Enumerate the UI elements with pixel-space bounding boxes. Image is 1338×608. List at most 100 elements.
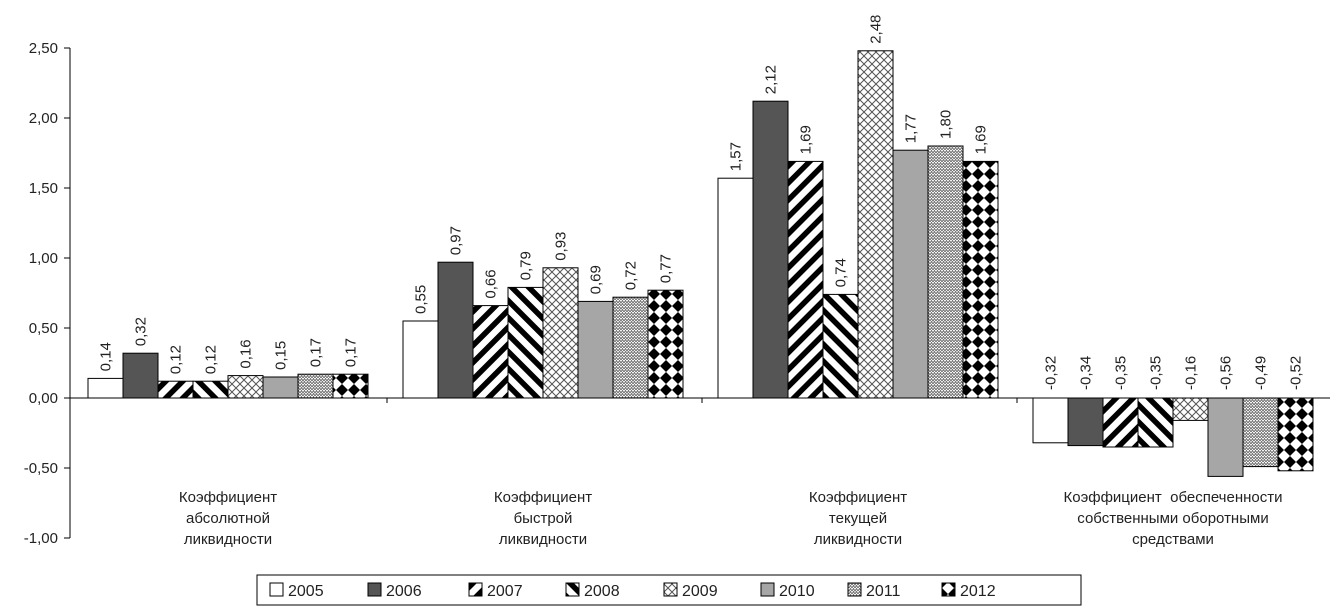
- data-label: 0,97: [448, 226, 465, 255]
- data-label: -0,35: [1113, 356, 1130, 390]
- bar-2005-cat2: [402, 320, 439, 399]
- y-tick-label: 0,00: [29, 390, 58, 407]
- data-label: 2,48: [868, 15, 885, 44]
- bar-2010-cat4: [1207, 397, 1244, 477]
- data-label: 1,57: [728, 142, 745, 171]
- legend-label-2006: 2006: [386, 583, 422, 600]
- data-label: 0,93: [553, 232, 570, 261]
- legend-swatch-2011: [847, 582, 862, 597]
- legend-swatch-2008: [565, 582, 580, 597]
- category-label: средствами: [1132, 531, 1214, 548]
- data-label: 0,16: [238, 339, 255, 368]
- bar-2009-cat1: [227, 375, 264, 399]
- data-label: 1,69: [973, 125, 990, 154]
- category-label: ликвидности: [184, 531, 272, 548]
- data-label: 1,77: [903, 114, 920, 143]
- data-label: 0,66: [483, 269, 500, 298]
- category-label: Коэффициент: [179, 489, 277, 506]
- legend-swatch-2005: [269, 582, 284, 597]
- bar-2005-cat4: [1032, 397, 1069, 444]
- bar-2007-cat2: [472, 305, 509, 399]
- category-label: собственными оборотными: [1077, 510, 1268, 527]
- data-label: 2,12: [763, 65, 780, 94]
- data-label: -0,56: [1218, 356, 1235, 390]
- data-label: 0,12: [203, 345, 220, 374]
- bar-2005-cat1: [87, 377, 124, 399]
- bar-2006-cat1: [122, 352, 159, 399]
- bar-2012-cat3: [962, 160, 999, 399]
- bar-2008-cat2: [507, 286, 544, 399]
- legend-swatch-2007: [468, 582, 483, 597]
- bar-2009-cat3: [857, 50, 894, 399]
- legend-label-2011: 2011: [866, 583, 901, 600]
- category-label: абсолютной: [186, 510, 270, 527]
- bar-2012-cat4: [1277, 397, 1314, 472]
- bar-2010-cat1: [262, 376, 299, 399]
- y-tick-label: -1,00: [24, 530, 58, 547]
- data-label: 0,55: [413, 285, 430, 314]
- legend-label-2008: 2008: [584, 583, 620, 600]
- data-labels: 0,14 0,55 1,57 -0,32 0,32 0,97 2,12 -0,34 0,12 0,…: [98, 15, 1305, 390]
- bars: [87, 50, 1314, 477]
- y-tick-label: 1,00: [29, 250, 58, 267]
- data-label: 0,17: [343, 338, 360, 367]
- bar-2008-cat1: [192, 380, 229, 399]
- bar-2006-cat3: [752, 100, 789, 399]
- data-label: 0,32: [133, 317, 150, 346]
- data-label: 1,80: [938, 110, 955, 139]
- bar-2011-cat1: [297, 373, 334, 399]
- bar-2010-cat2: [577, 300, 614, 399]
- data-label: -0,34: [1078, 356, 1095, 390]
- category-label: ликвидности: [814, 531, 902, 548]
- legend-swatch-2012: [941, 582, 956, 597]
- data-label: -0,49: [1253, 356, 1270, 390]
- data-label: 0,79: [518, 251, 535, 280]
- legend-label-2009: 2009: [682, 583, 718, 600]
- data-label: -0,16: [1183, 356, 1200, 390]
- data-label: 1,69: [798, 125, 815, 154]
- data-label: 0,17: [308, 338, 325, 367]
- legend-label-2012: 2012: [960, 583, 996, 600]
- legend-label-2005: 2005: [288, 583, 324, 600]
- y-tick-label: 0,50: [29, 320, 58, 337]
- y-tick-label: 1,50: [29, 180, 58, 197]
- bar-2007-cat4: [1102, 397, 1139, 448]
- data-label: 0,69: [588, 265, 605, 294]
- bar-2008-cat3: [822, 293, 859, 399]
- bar-2008-cat4: [1137, 397, 1174, 448]
- bar-2011-cat3: [927, 145, 964, 399]
- data-label: -0,52: [1288, 356, 1305, 390]
- category-label: Коэффициент: [809, 489, 907, 506]
- category-label: текущей: [829, 510, 887, 527]
- bar-2012-cat2: [647, 289, 684, 399]
- bar-2011-cat4: [1242, 397, 1279, 468]
- category-label: ликвидности: [499, 531, 587, 548]
- data-label: 0,12: [168, 345, 185, 374]
- bar-2006-cat4: [1067, 397, 1104, 447]
- data-label: 0,72: [623, 261, 640, 290]
- bar-2011-cat2: [612, 296, 649, 399]
- legend-label-2010: 2010: [779, 583, 815, 600]
- data-label: 0,74: [833, 258, 850, 287]
- category-label: быстрой: [514, 510, 573, 527]
- y-tick-label: 2,00: [29, 110, 58, 127]
- data-label: -0,32: [1043, 356, 1060, 390]
- category-label: Коэффициент обеспеченности: [1064, 489, 1283, 506]
- y-tick-label: -0,50: [24, 460, 58, 477]
- y-tick-label: 2,50: [29, 40, 58, 57]
- category-labels: Коэффициент абсолютной ликвидности Коэффици…: [179, 489, 1283, 548]
- legend-swatch-2006: [367, 582, 382, 597]
- legend-swatch-2010: [760, 582, 775, 597]
- legend: 2005 2006 2007 2008 2009 2010 2011 2012: [256, 574, 1082, 606]
- data-label: 0,15: [273, 341, 290, 370]
- legend-label-2007: 2007: [487, 583, 523, 600]
- data-label: 0,14: [98, 342, 115, 371]
- category-label: Коэффициент: [494, 489, 592, 506]
- bar-2007-cat3: [787, 160, 824, 399]
- bar-2012-cat1: [332, 373, 369, 399]
- data-label: 0,77: [658, 254, 675, 283]
- bar-2010-cat3: [892, 149, 929, 399]
- bar-2009-cat2: [542, 267, 579, 399]
- bar-2005-cat3: [717, 177, 754, 399]
